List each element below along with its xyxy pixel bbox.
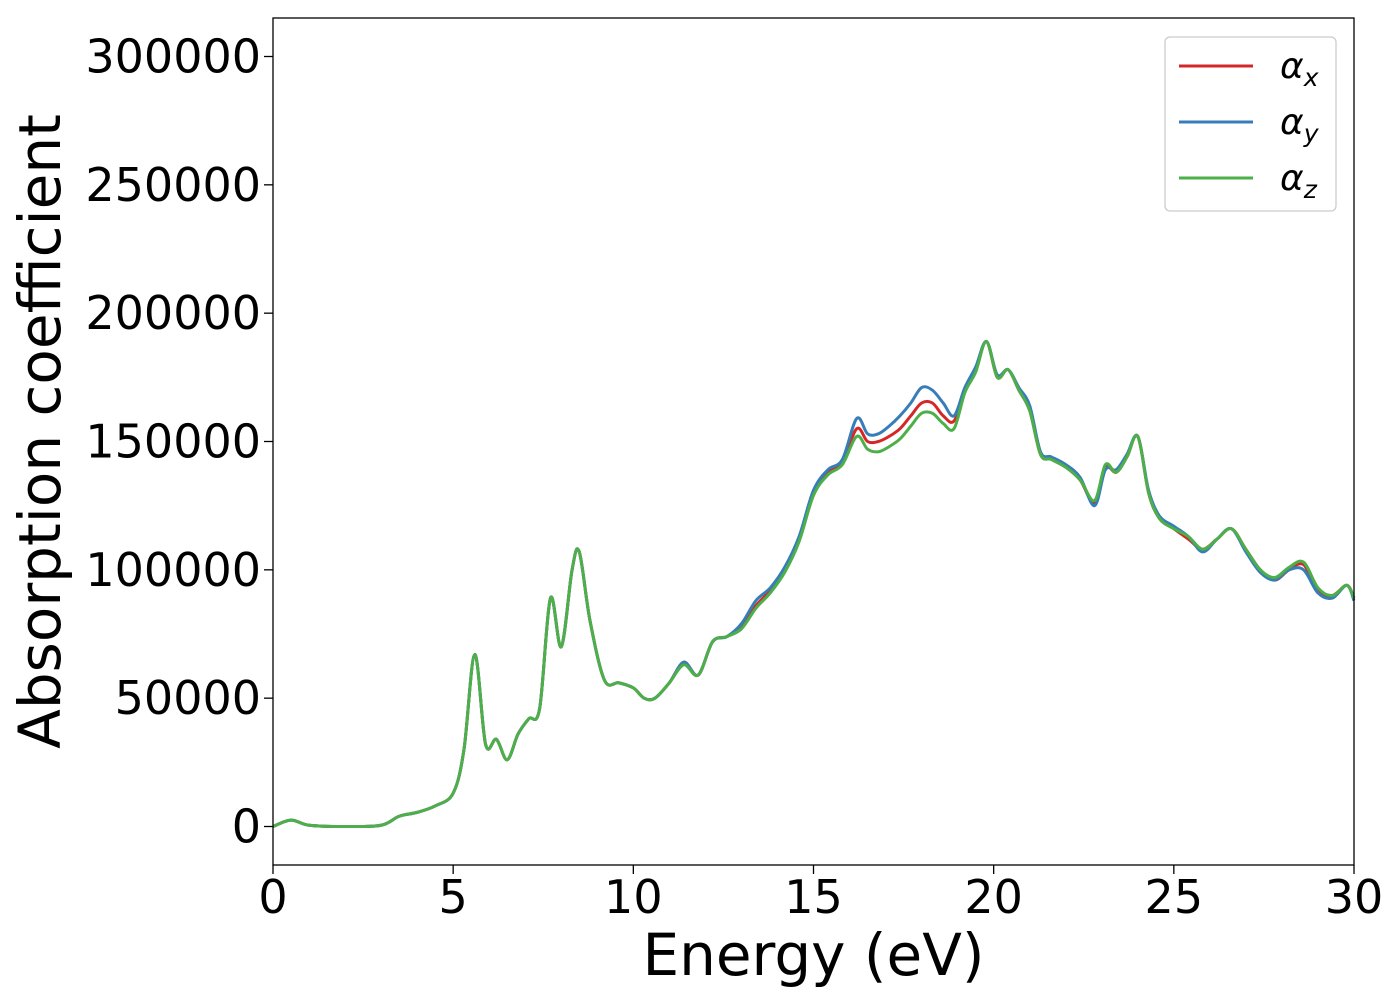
x-tick-label: 15	[784, 870, 843, 924]
y-axis-ticks: 0 50000 100000 150000 200000 250000 300000	[85, 30, 273, 854]
series-line-z	[272, 339, 1356, 829]
x-axis-label: Energy (eV)	[642, 921, 984, 989]
y-tick-label: 0	[232, 800, 261, 854]
x-tick-label: 25	[1145, 870, 1204, 924]
x-axis-ticks: 0 5 10 15 20 25 30	[258, 865, 1383, 924]
legend-label-z: αz	[1280, 158, 1318, 204]
legend-label-y: αy	[1280, 102, 1320, 148]
y-tick-label: 200000	[85, 286, 261, 340]
y-axis-label: Absorption coefficient	[6, 114, 74, 749]
x-tick-label: 30	[1325, 870, 1384, 924]
y-tick-label: 100000	[85, 543, 261, 597]
y-tick-label: 300000	[85, 30, 261, 84]
x-tick-label: 0	[258, 870, 287, 924]
y-tick-label: 250000	[85, 158, 261, 212]
y-tick-label: 150000	[85, 415, 261, 469]
legend: αx αy αz	[1164, 36, 1337, 212]
series-lines	[272, 339, 1356, 829]
x-tick-label: 10	[604, 870, 663, 924]
legend-box	[1164, 36, 1337, 212]
x-tick-label: 5	[439, 870, 468, 924]
y-tick-label: 50000	[115, 671, 261, 725]
x-tick-label: 20	[964, 870, 1023, 924]
legend-label-x: αx	[1280, 46, 1319, 92]
